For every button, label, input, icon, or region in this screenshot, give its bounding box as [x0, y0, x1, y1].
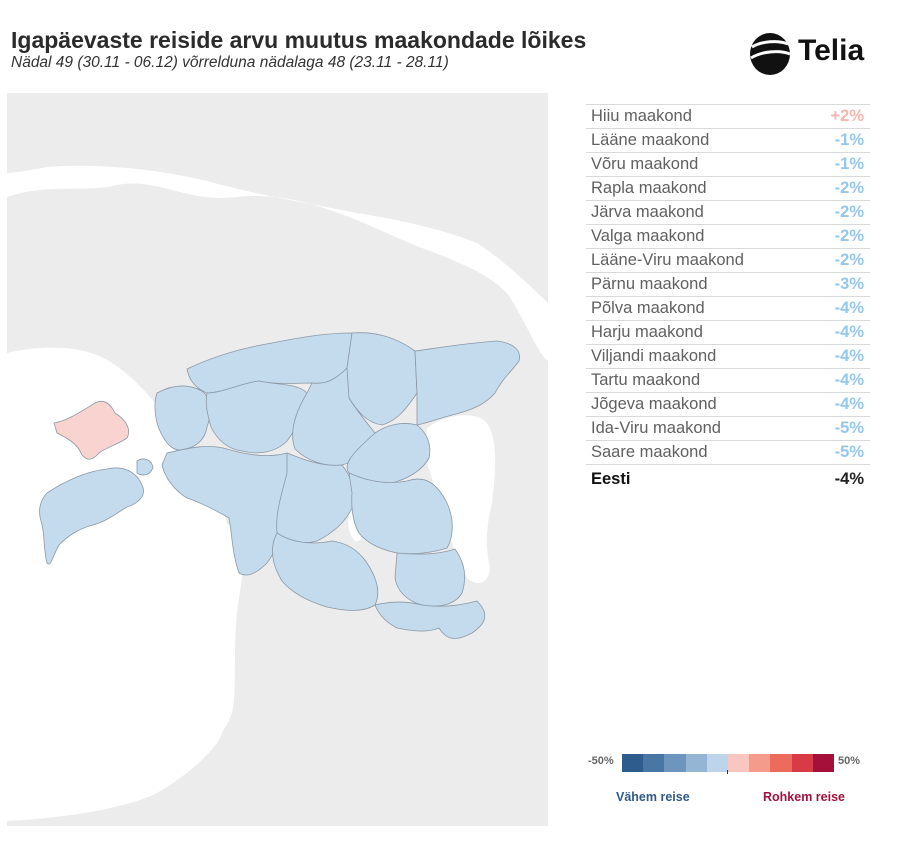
scale-segment: [727, 754, 750, 772]
county-name: Järva maakond: [591, 203, 704, 221]
county-name: Pärnu maakond: [591, 275, 708, 293]
county-name: Jõgeva maakond: [591, 395, 717, 413]
county-change: -3%: [834, 275, 864, 293]
color-scale-legend: -50% 50% Vähem reise Rohkem reise: [586, 752, 876, 812]
county-row: Viljandi maakond -4%: [586, 344, 870, 368]
county-parnu: [161, 446, 295, 576]
scale-max-label: 50%: [838, 755, 861, 767]
county-change: -1%: [834, 131, 864, 149]
scale-segment: [706, 754, 728, 772]
county-name: Võru maakond: [591, 155, 699, 173]
total-name: Eesti: [591, 470, 631, 488]
county-saare-muhu: [136, 458, 154, 476]
county-row: Jõgeva maakond -4%: [586, 392, 870, 416]
scale-segment: [791, 754, 813, 772]
county-name: Põlva maakond: [591, 299, 705, 317]
county-change: -5%: [834, 419, 864, 437]
county-change: -4%: [834, 371, 864, 389]
scale-bar: [622, 754, 834, 772]
county-change: -2%: [834, 203, 864, 221]
scale-less-label: Vähem reise: [616, 790, 690, 804]
county-jogeva: [346, 423, 431, 484]
county-name: Viljandi maakond: [591, 347, 717, 365]
county-rapla: [205, 380, 308, 454]
scale-segment: [812, 754, 834, 772]
county-change: -4%: [834, 395, 864, 413]
gulf-of-riga: [129, 523, 244, 750]
map: [7, 93, 548, 826]
county-row: Lääne maakond -1%: [586, 128, 870, 152]
county-name: Lääne-Viru maakond: [591, 251, 744, 269]
county-change: -2%: [834, 179, 864, 197]
county-row: Põlva maakond -4%: [586, 296, 870, 320]
county-row: Järva maakond -2%: [586, 200, 870, 224]
scale-zero-tick: [727, 770, 728, 774]
county-row: Harju maakond -4%: [586, 320, 870, 344]
scale-min-label: -50%: [588, 755, 614, 767]
county-change: -4%: [834, 323, 864, 341]
county-name: Ida-Viru maakond: [591, 419, 721, 437]
county-change: -2%: [834, 227, 864, 245]
county-viljandi: [276, 452, 355, 543]
county-row: Tartu maakond -4%: [586, 368, 870, 392]
county-name: Hiiu maakond: [591, 107, 692, 125]
scale-segment: [749, 754, 771, 772]
scale-more-label: Rohkem reise: [763, 790, 845, 804]
gulf-of-finland: [7, 165, 548, 361]
telia-logo-icon: [750, 33, 791, 75]
lake-peipus: [425, 415, 496, 583]
telia-logo-text: Telia: [798, 34, 865, 67]
county-row: Lääne-Viru maakond -2%: [586, 248, 870, 272]
county-name: Lääne maakond: [591, 131, 710, 149]
county-change: -1%: [834, 155, 864, 173]
county-name: Valga maakond: [591, 227, 705, 245]
county-ida-viru: [414, 340, 520, 426]
county-name: Harju maakond: [591, 323, 703, 341]
county-row: Hiiu maakond +2%: [586, 104, 870, 128]
page-title: Igapäevaste reiside arvu muutus maakonda…: [11, 27, 587, 53]
county-hiiu: [53, 400, 130, 460]
county-tartu: [348, 472, 453, 555]
county-row: Valga maakond -2%: [586, 224, 870, 248]
scale-segment: [664, 754, 686, 772]
county-change: -4%: [834, 347, 864, 365]
county-change: +2%: [830, 107, 864, 125]
county-name: Saare maakond: [591, 443, 708, 461]
county-row: Võru maakond -1%: [586, 152, 870, 176]
scale-segment: [622, 754, 644, 772]
scale-segment: [643, 754, 665, 772]
county-name: Tartu maakond: [591, 371, 701, 389]
county-voru: [374, 600, 486, 639]
page-subtitle: Nädal 49 (30.11 - 06.12) võrrelduna näda…: [11, 54, 449, 71]
county-name: Rapla maakond: [591, 179, 707, 197]
total-change: -4%: [834, 470, 864, 488]
county-row: Ida-Viru maakond -5%: [586, 416, 870, 440]
county-laane: [154, 385, 211, 451]
county-row: Pärnu maakond -3%: [586, 272, 870, 296]
scale-segment: [685, 754, 707, 772]
county-change-table: Hiiu maakond +2% Lääne maakond -1% Võru maak…: [586, 104, 870, 494]
county-change: -2%: [834, 251, 864, 269]
county-row: Saare maakond -5%: [586, 440, 870, 464]
estonia-map: [7, 93, 548, 826]
county-change: -4%: [834, 299, 864, 317]
county-row: Rapla maakond -2%: [586, 176, 870, 200]
total-row: Eesti -4%: [586, 464, 870, 494]
county-change: -5%: [834, 443, 864, 461]
county-saare: [39, 467, 144, 565]
county-polva: [394, 548, 466, 607]
scale-segment: [770, 754, 792, 772]
